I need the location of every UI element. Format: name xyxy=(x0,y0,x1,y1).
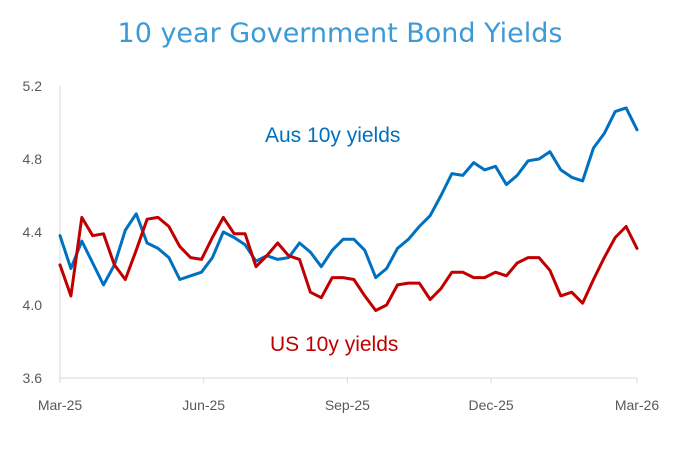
us-series-label: US 10y yields xyxy=(270,333,398,356)
x-tick-label: Sep-25 xyxy=(325,397,370,413)
aus-yield-line xyxy=(58,106,639,287)
y-tick-label: 3.6 xyxy=(23,370,43,386)
y-tick-label: 5.2 xyxy=(23,78,43,94)
aus-series-label: Aus 10y yields xyxy=(265,124,400,147)
chart-title: 10 year Government Bond Yields xyxy=(118,18,563,49)
us-yield-line xyxy=(58,215,639,312)
y-tick-label: 4.0 xyxy=(23,297,43,313)
y-tick-label: 4.8 xyxy=(23,151,43,167)
x-tick-label: Mar-25 xyxy=(38,397,83,413)
x-tick-label: Jun-25 xyxy=(182,397,225,413)
x-tick-label: Dec-25 xyxy=(469,397,514,413)
x-tick-label: Mar-26 xyxy=(615,397,660,413)
y-tick-label: 4.4 xyxy=(23,224,43,240)
